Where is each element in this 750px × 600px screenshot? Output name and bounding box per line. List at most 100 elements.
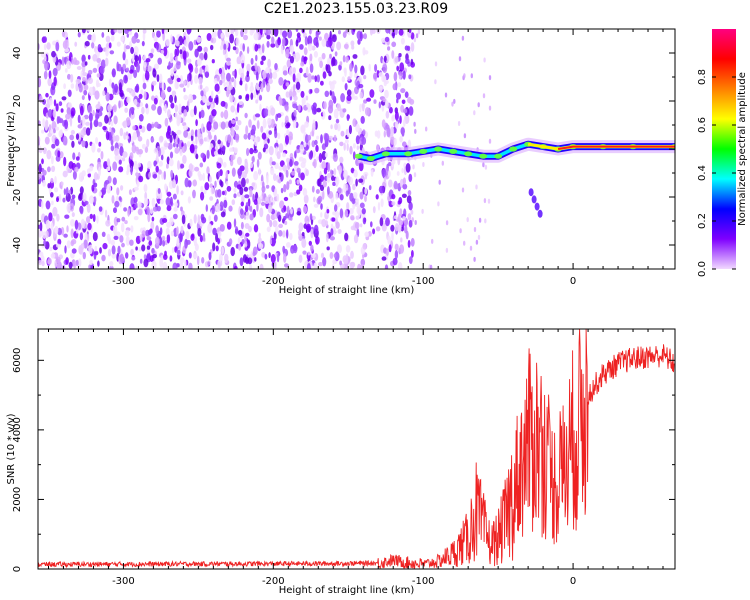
noise-speckle [311, 45, 316, 51]
noise-speckle [87, 104, 93, 114]
noise-speckle [199, 67, 203, 75]
noise-speckle [289, 159, 293, 167]
noise-speckle [300, 90, 305, 98]
noise-speckle [346, 175, 351, 183]
noise-speckle [152, 254, 157, 259]
noise-speckle [155, 236, 160, 246]
noise-speckle [197, 214, 201, 225]
noise-speckle [91, 142, 96, 153]
noise-speckle [444, 92, 448, 98]
noise-speckle [328, 135, 334, 141]
noise-speckle [181, 214, 186, 225]
noise-speckle [176, 226, 179, 237]
noise-speckle [104, 179, 110, 185]
noise-speckle [350, 215, 355, 220]
noise-speckle [248, 119, 252, 128]
noise-speckle [194, 243, 199, 251]
noise-speckle [169, 196, 173, 206]
noise-speckle [64, 68, 68, 73]
noise-speckle [233, 147, 238, 154]
noise-speckle [313, 37, 319, 46]
noise-speckle [112, 177, 117, 186]
noise-speckle [289, 192, 294, 198]
noise-speckle [333, 168, 337, 176]
noise-speckle [165, 227, 170, 235]
noise-speckle [231, 127, 235, 138]
noise-speckle [94, 245, 98, 252]
noise-speckle [98, 141, 102, 147]
noise-speckle [383, 81, 387, 87]
noise-speckle [266, 226, 271, 233]
noise-speckle [50, 222, 54, 231]
noise-speckle [107, 104, 112, 112]
noise-speckle [387, 195, 390, 202]
noise-speckle [52, 109, 57, 119]
noise-speckle [381, 169, 387, 178]
noise-speckle [388, 106, 393, 114]
noise-speckle [234, 133, 240, 141]
noise-speckle [179, 234, 183, 243]
noise-speckle [309, 29, 312, 35]
noise-speckle [134, 55, 139, 62]
noise-speckle [178, 262, 184, 269]
noise-speckle [141, 106, 145, 115]
noise-speckle [180, 190, 184, 196]
noise-speckle [284, 115, 289, 124]
noise-speckle [214, 83, 220, 92]
noise-speckle [220, 100, 226, 107]
noise-speckle [331, 217, 336, 222]
noise-speckle [68, 189, 72, 194]
noise-speckle [253, 90, 257, 99]
noise-speckle [57, 116, 61, 124]
spectrogram-x-tick-label: -100 [412, 276, 435, 287]
noise-speckle [267, 138, 270, 144]
noise-speckle [408, 74, 412, 80]
noise-speckle [394, 223, 399, 232]
noise-speckle [199, 235, 203, 243]
noise-speckle [111, 245, 116, 255]
noise-speckle [349, 62, 353, 72]
noise-speckle [408, 256, 413, 264]
noise-speckle [234, 124, 239, 131]
noise-speckle [378, 185, 384, 194]
noise-speckle [295, 149, 301, 154]
noise-speckle [250, 82, 254, 88]
noise-speckle [225, 170, 229, 180]
noise-speckle [203, 46, 208, 53]
noise-speckle [320, 203, 323, 210]
noise-speckle [41, 129, 45, 134]
noise-speckle [159, 73, 163, 84]
noise-speckle [136, 39, 140, 43]
noise-speckle [305, 95, 309, 101]
noise-speckle [414, 128, 417, 134]
noise-speckle [108, 42, 112, 49]
noise-speckle [87, 69, 93, 75]
noise-speckle [159, 199, 164, 205]
noise-speckle [118, 100, 121, 109]
noise-speckle [225, 180, 229, 187]
noise-speckle [121, 242, 125, 248]
noise-speckle [407, 239, 411, 248]
noise-speckle [302, 205, 308, 214]
noise-speckle [385, 29, 390, 34]
noise-speckle [225, 29, 230, 38]
noise-speckle [110, 35, 115, 42]
noise-speckle [321, 161, 327, 170]
noise-speckle [159, 227, 163, 236]
noise-speckle [390, 224, 395, 232]
noise-speckle [93, 196, 97, 203]
noise-speckle [322, 71, 327, 79]
noise-speckle [243, 29, 248, 35]
noise-speckle [263, 29, 267, 34]
noise-speckle [351, 198, 356, 205]
noise-speckle [401, 99, 406, 105]
noise-speckle [211, 205, 215, 215]
noise-speckle [199, 84, 203, 90]
noise-speckle [124, 229, 130, 237]
noise-speckle [42, 179, 46, 187]
noise-speckle [400, 37, 405, 45]
noise-speckle [201, 257, 205, 264]
noise-speckle [254, 43, 259, 52]
noise-speckle [337, 244, 342, 254]
noise-speckle [108, 78, 112, 87]
